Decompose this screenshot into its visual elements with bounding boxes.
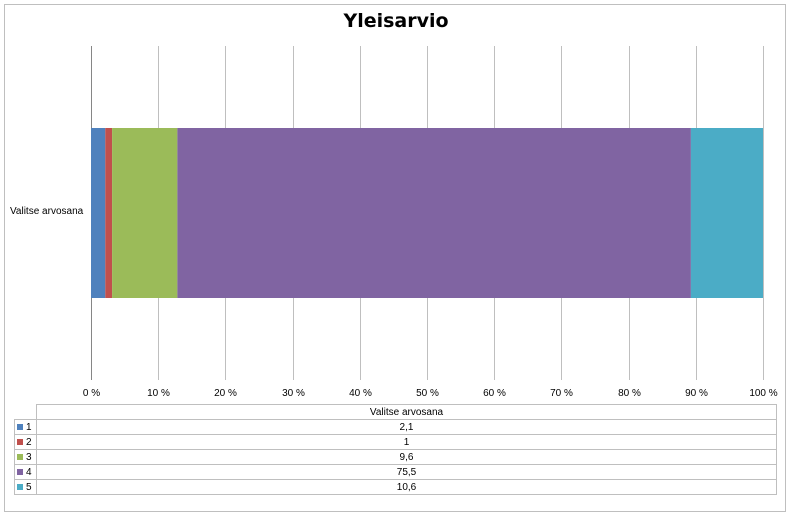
legend-swatch (17, 438, 23, 445)
legend-series-name: 1 (26, 421, 32, 433)
legend-series-name: 5 (26, 481, 32, 493)
data-table-row: 5 10,6 (14, 479, 777, 495)
data-table-value: 9,6 (36, 449, 777, 465)
legend-swatch (17, 453, 23, 460)
legend-swatch (17, 483, 23, 490)
legend-key: 1 (14, 419, 37, 435)
data-table-corner (14, 404, 37, 420)
bar-segment-5 (690, 128, 763, 298)
x-tick-label: 50 % (416, 388, 439, 399)
bar-segment-2 (105, 128, 113, 298)
legend-key: 2 (14, 434, 37, 450)
data-table-value: 75,5 (36, 464, 777, 480)
data-table-value: 2,1 (36, 419, 777, 435)
x-tick-label: 10 % (147, 388, 170, 399)
legend-key: 5 (14, 479, 37, 495)
bar-segment-1 (91, 128, 106, 298)
x-tick-label: 20 % (214, 388, 237, 399)
x-tick-label: 60 % (483, 388, 506, 399)
x-tick-label: 80 % (618, 388, 641, 399)
bar-segment-3 (112, 128, 178, 298)
category-label: Valitse arvosana (10, 206, 84, 217)
legend-swatch (17, 468, 23, 475)
x-tick-label: 90 % (685, 388, 708, 399)
legend-key: 3 (14, 449, 37, 465)
legend-swatch (17, 423, 23, 430)
data-table-header-row: Valitse arvosana (14, 404, 777, 420)
x-tick-label: 40 % (349, 388, 372, 399)
x-tick-label: 70 % (550, 388, 573, 399)
legend-series-name: 2 (26, 436, 32, 448)
bar-segment-4 (177, 128, 691, 298)
data-table-category-header: Valitse arvosana (36, 404, 777, 420)
legend-key: 4 (14, 464, 37, 480)
chart-plot-area: 0 % 10 % 20 % 30 % 40 % 50 % 60 % 70 % 80 % 90 % 1… (83, 46, 778, 399)
legend-series-name: 3 (26, 451, 32, 463)
legend-series-name: 4 (26, 466, 32, 478)
x-tick-label: 0 % (83, 388, 100, 399)
data-table-row: 3 9,6 (14, 449, 777, 465)
data-table-row: 4 75,5 (14, 464, 777, 480)
x-tick-label: 100 % (749, 388, 777, 399)
chart-title: Yleisarvio (343, 10, 449, 32)
data-table-value: 1 (36, 434, 777, 450)
data-table-row: 1 2,1 (14, 419, 777, 435)
x-tick-label: 30 % (282, 388, 305, 399)
data-table: Valitse arvosana 1 2,1 2 1 3 9,6 4 75,5 5 10,6 (14, 404, 777, 495)
data-table-value: 10,6 (36, 479, 777, 495)
